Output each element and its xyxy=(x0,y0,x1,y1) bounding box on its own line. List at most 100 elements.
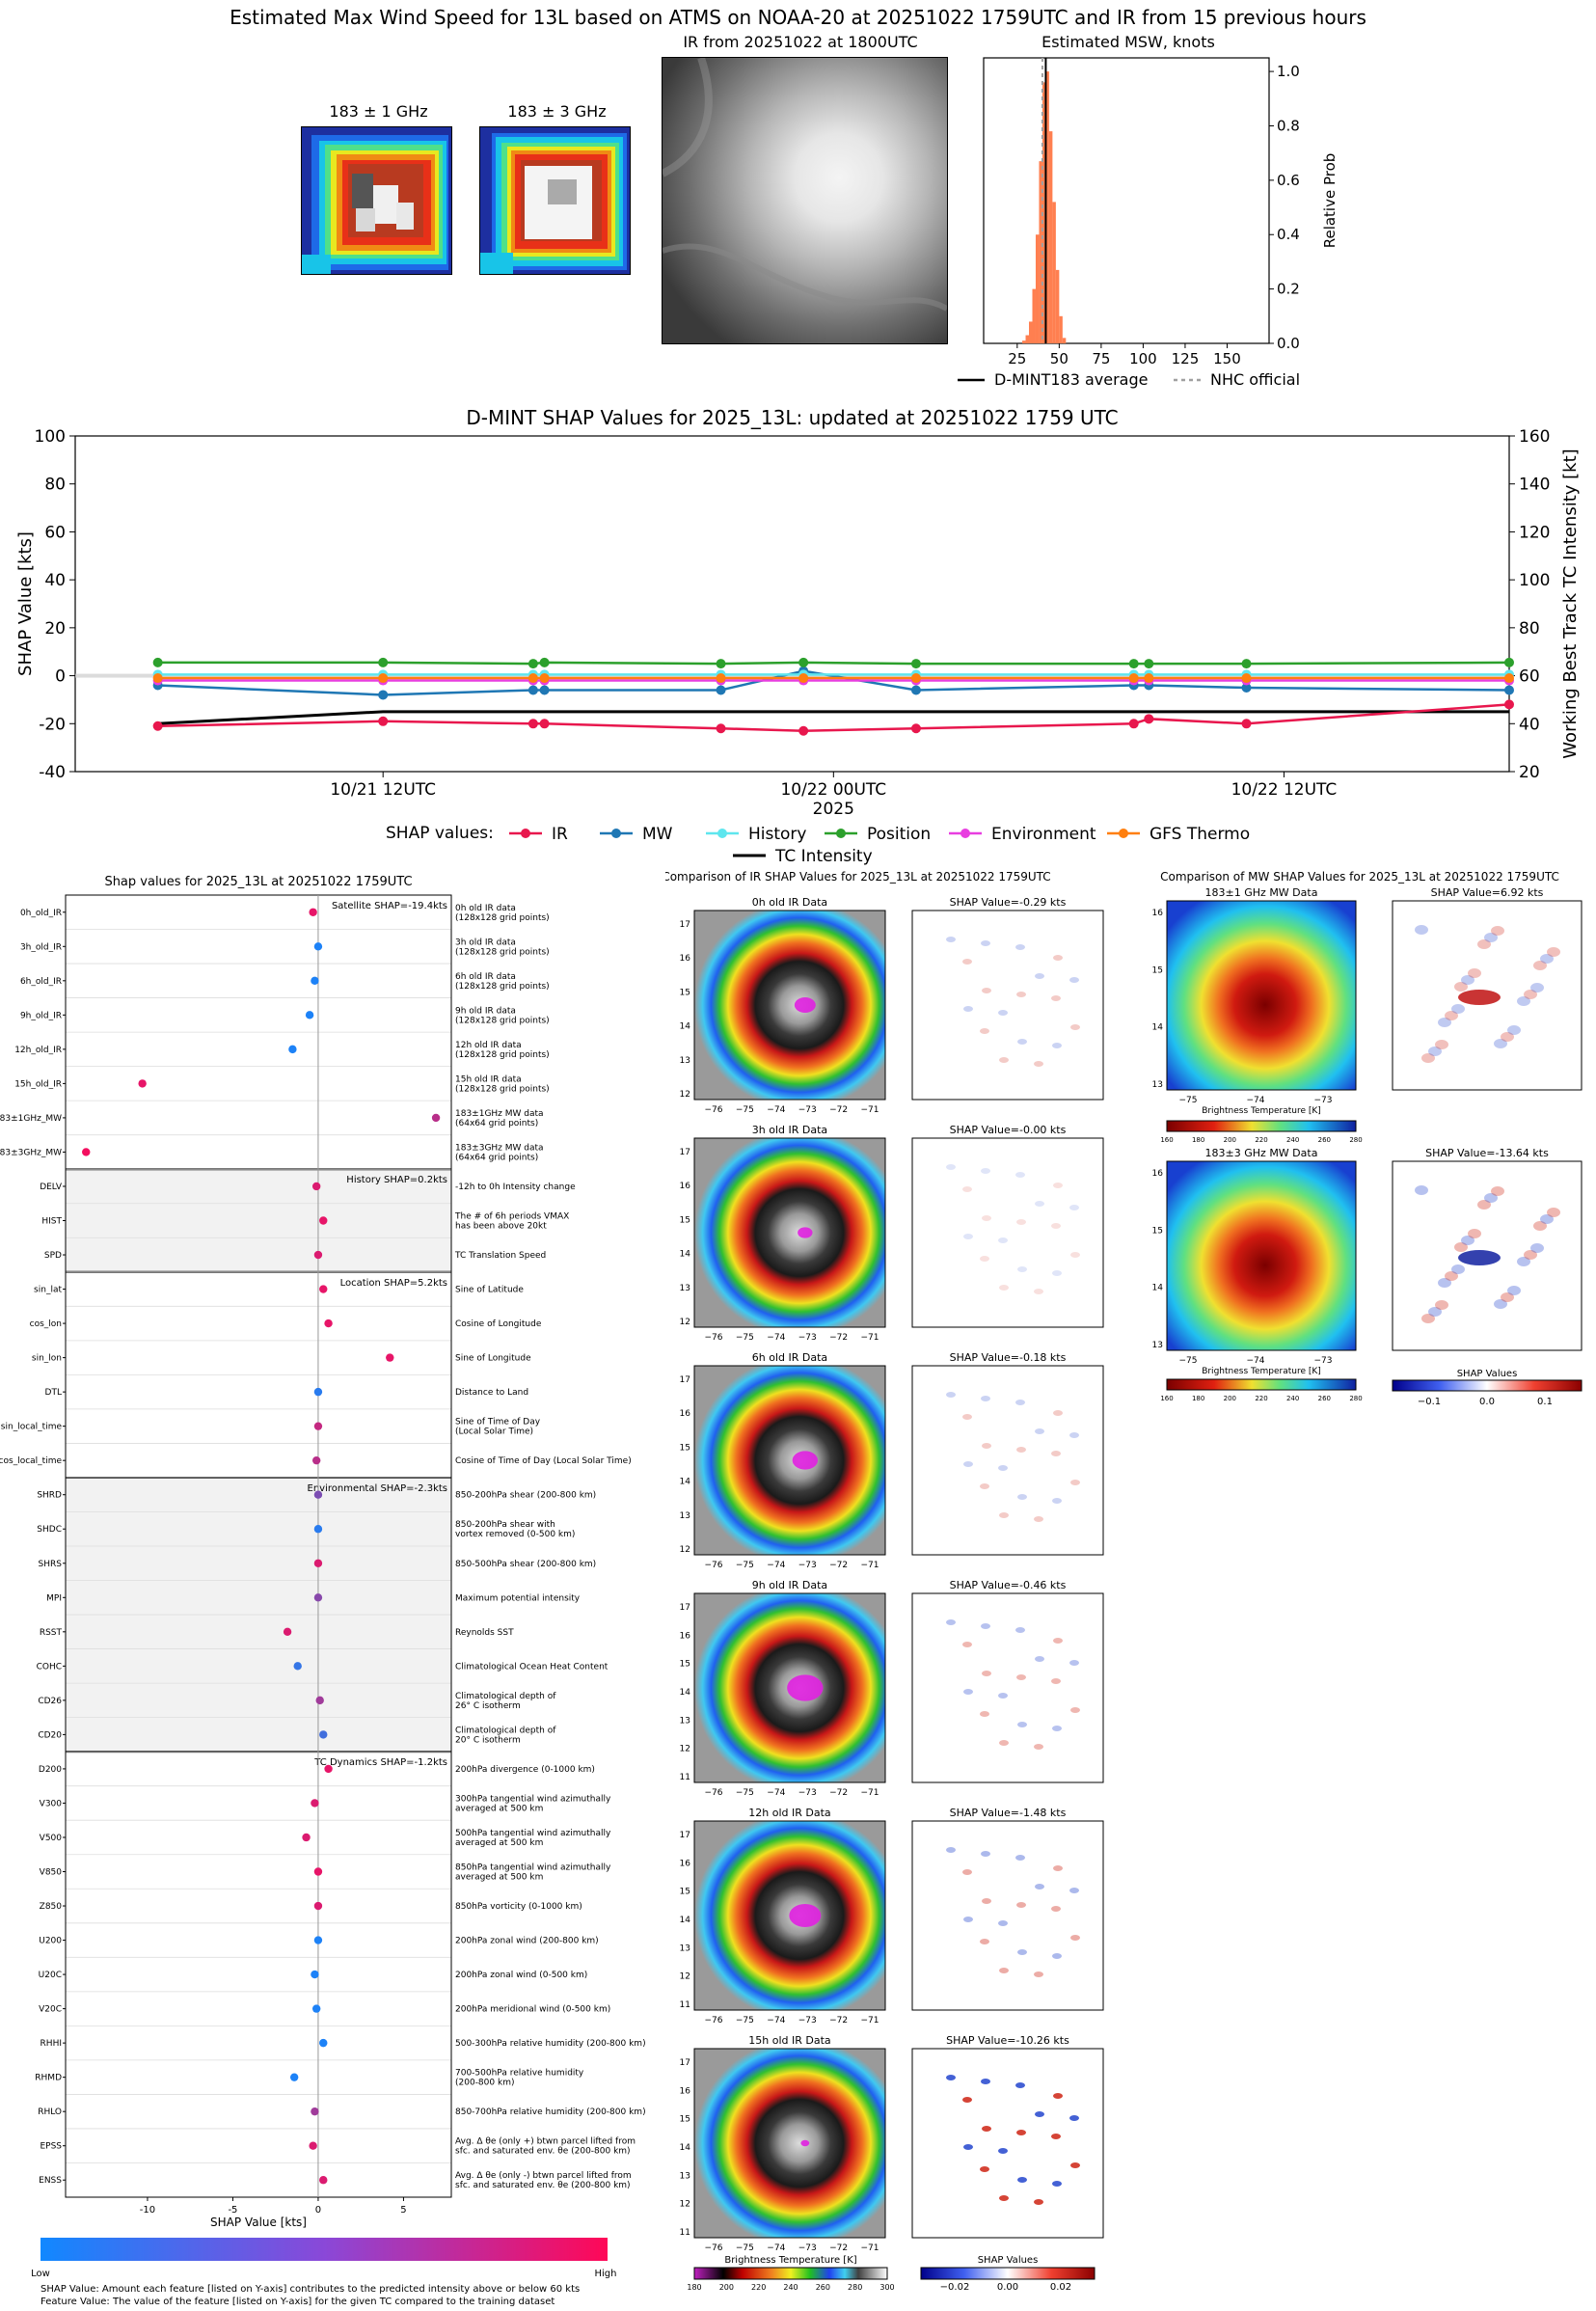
ir-shap-blob xyxy=(1053,1410,1063,1416)
ts-y2label: Working Best Track TC Intensity [kt] xyxy=(1560,449,1581,758)
ir-data-frame xyxy=(693,2048,886,2239)
ir-shap-title: SHAP Value=-1.48 kts xyxy=(950,1807,1067,1819)
mw-shap-blob xyxy=(1491,926,1504,936)
fs-feature-point xyxy=(289,2073,299,2081)
mw-shap-blob xyxy=(1468,1229,1481,1238)
hist-ytick-label: 0.4 xyxy=(1277,226,1300,243)
mw1-thumbnail-image xyxy=(301,126,452,275)
ir-shap-blob xyxy=(1070,1252,1080,1258)
hist-ytick-label: 0.2 xyxy=(1277,281,1300,298)
fs-feature-point xyxy=(313,942,323,951)
ir-panels-title: Comparison of IR SHAP Values for 2025_13… xyxy=(665,870,1051,884)
fs-feature-desc: 850-700hPa relative humidity (200-800 km… xyxy=(455,2107,646,2117)
mw-lat-label: 13 xyxy=(1152,1341,1163,1350)
ir-shap-blob xyxy=(980,1483,989,1489)
ts-legend-marker-position xyxy=(836,829,846,838)
fs-feature-desc: (64x64 grid points) xyxy=(455,1119,538,1128)
ts-plot-frame xyxy=(74,435,1510,773)
fs-feature-point xyxy=(324,1319,333,1328)
ir-lat-label: 13 xyxy=(680,1716,690,1726)
ir-data-title: 3h old IR Data xyxy=(752,1124,827,1136)
ir-shap-blob xyxy=(999,1740,1009,1746)
hist-ytick-label: 0.0 xyxy=(1277,335,1300,352)
ts-point-position xyxy=(152,657,163,667)
ir-shap-blob xyxy=(998,1465,1008,1471)
mw-lon-label: −73 xyxy=(1314,1356,1333,1366)
ir-shap-blob xyxy=(963,1689,973,1695)
hist-plot-frame xyxy=(983,57,1270,344)
mw-shap-core xyxy=(1458,1250,1501,1265)
ir-cold-cloud-region xyxy=(798,1227,813,1238)
ir-data-image xyxy=(694,1138,885,1327)
mw-lon-label: −74 xyxy=(1247,1356,1265,1366)
mw-bt-tick: 200 xyxy=(1224,1395,1236,1402)
fs-feature-desc: 850hPa vorticity (0-1000 km) xyxy=(455,1902,582,1912)
mw-lon-label: −74 xyxy=(1247,1096,1265,1105)
ir-lat-label: 16 xyxy=(680,1182,691,1191)
ir-lon-label: −71 xyxy=(861,1788,879,1798)
fs-feature-desc: averaged at 500 km xyxy=(455,1838,543,1848)
ir-lon-label: −73 xyxy=(798,2243,817,2253)
ir-shap-blob xyxy=(1070,2162,1080,2168)
ir-lat-label: 14 xyxy=(680,1916,691,1925)
ir-lon-label: −73 xyxy=(798,1105,817,1115)
mw-shap-blob xyxy=(1484,933,1498,942)
mw-data-image xyxy=(1166,1160,1357,1351)
ts-point-gfs xyxy=(798,673,809,684)
fs-feature-point xyxy=(313,1901,323,1911)
mw-bt-tick: 240 xyxy=(1286,1136,1299,1144)
ir-data-frame xyxy=(693,910,886,1101)
ir-shap-blob xyxy=(1034,1744,1043,1750)
ir-shap-blob xyxy=(1034,1289,1043,1294)
ir-lon-label: −72 xyxy=(829,1788,848,1798)
mw-shap-blob xyxy=(1501,1032,1514,1042)
ir-shap-blob xyxy=(1069,1205,1079,1210)
fs-feature-point xyxy=(293,1662,302,1671)
fs-feature-desc: sfc. and saturated env. θe (200-800 km) xyxy=(455,2181,631,2190)
fs-footnote-1: SHAP Value: Amount each feature [listed … xyxy=(41,2284,580,2295)
fs-feature-desc: -12h to 0h Intensity change xyxy=(455,1183,576,1192)
ts-point-ir xyxy=(1241,719,1252,729)
ts-legend-marker-history xyxy=(717,829,727,838)
mw-shap-blob xyxy=(1451,1264,1465,1274)
ts-point-gfs xyxy=(527,673,538,684)
ir-lon-label: −75 xyxy=(736,2016,754,2026)
ir-lat-label: 15 xyxy=(680,1443,690,1453)
ir-lat-label: 13 xyxy=(680,1511,690,1521)
ir-shap-blob xyxy=(980,1256,989,1262)
fs-group-label: TC Dynamics SHAP=-1.2kts xyxy=(313,1757,447,1768)
fs-feature-name: ENSS xyxy=(39,2176,62,2186)
mw-shap-blob xyxy=(1507,1025,1521,1035)
mw-shap-title: SHAP Value=-13.64 kts xyxy=(1425,1147,1549,1159)
ts-ytick-label: 40 xyxy=(44,571,66,590)
fs-feature-name: sin_lat xyxy=(34,1286,62,1295)
fs-feature-desc: averaged at 500 km xyxy=(455,1804,543,1813)
fs-feature-name: DELV xyxy=(40,1183,63,1192)
fs-feature-point xyxy=(313,1422,323,1430)
ts-ytick-label: 20 xyxy=(44,619,66,639)
fs-feature-desc: 700-500hPa relative humidity xyxy=(455,2069,584,2079)
fs-feature-point xyxy=(319,2176,328,2185)
ir-lon-label: −74 xyxy=(767,1105,785,1115)
mw-shap-blob xyxy=(1461,975,1474,985)
hist-xtick-label: 50 xyxy=(1050,350,1069,367)
ts-y2tick-label: 140 xyxy=(1519,476,1550,495)
ts-y2tick-label: 80 xyxy=(1519,619,1540,639)
fs-feature-desc: Sine of Longitude xyxy=(455,1354,531,1364)
hist-legend: D-MINT183 average NHC official xyxy=(958,370,1300,389)
ir-lon-label: −76 xyxy=(705,1561,723,1570)
ts-series-line-ir xyxy=(157,703,1510,732)
ts-ytick-label: -20 xyxy=(39,715,66,734)
ir-lat-label: 17 xyxy=(680,1603,690,1613)
fs-feature-point xyxy=(283,1627,292,1637)
ts-point-position xyxy=(1504,657,1514,667)
ts-point-mw xyxy=(716,685,726,695)
ts-legend-text-history: History xyxy=(748,825,806,844)
ir-lat-label: 15 xyxy=(680,988,690,997)
ir-shap-blob xyxy=(1016,1447,1026,1453)
ts-point-position xyxy=(1128,659,1139,669)
fs-feature-name: 0h_old_IR xyxy=(20,909,62,918)
ir-shap-blob xyxy=(1051,1451,1061,1456)
ts-xtick-label: 10/22 12UTC xyxy=(1231,780,1338,800)
ir-lon-label: −71 xyxy=(861,1105,879,1115)
